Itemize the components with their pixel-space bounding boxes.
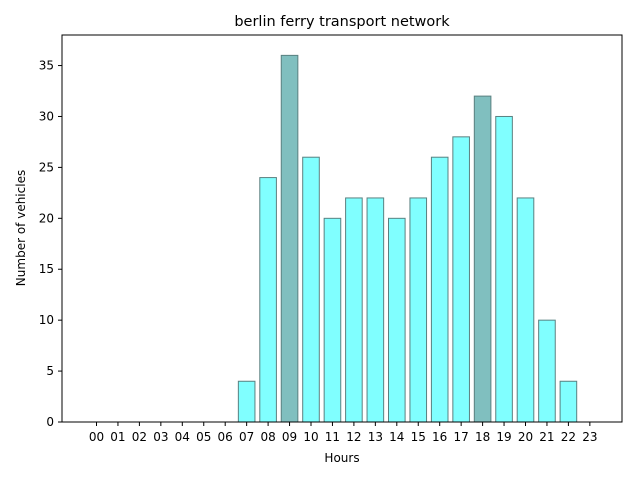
bar-17 bbox=[452, 136, 470, 423]
bar-15 bbox=[409, 197, 428, 423]
bar-09 bbox=[280, 54, 299, 423]
bar-16 bbox=[430, 156, 449, 423]
bar-12 bbox=[345, 197, 363, 423]
bar-20 bbox=[516, 197, 535, 423]
x-tick-label-16: 16 bbox=[432, 430, 447, 444]
x-tick-label-14: 14 bbox=[389, 430, 404, 444]
x-tick-label-10: 10 bbox=[303, 430, 318, 444]
bar-10 bbox=[302, 156, 320, 423]
x-tick-label-19: 19 bbox=[496, 430, 511, 444]
bars-group bbox=[237, 54, 578, 423]
bar-11 bbox=[323, 217, 342, 423]
x-tick-label-05: 05 bbox=[196, 430, 211, 444]
x-tick-label-09: 09 bbox=[282, 430, 297, 444]
x-tick-label-15: 15 bbox=[411, 430, 426, 444]
y-tick-label-10: 10 bbox=[39, 313, 54, 327]
bar-18 bbox=[473, 95, 492, 423]
x-tick-label-03: 03 bbox=[153, 430, 168, 444]
y-tick-label-5: 5 bbox=[46, 364, 54, 378]
bar-14 bbox=[388, 217, 406, 423]
x-tick-label-22: 22 bbox=[561, 430, 576, 444]
plot-frame bbox=[61, 34, 623, 423]
x-tick-label-13: 13 bbox=[368, 430, 383, 444]
y-tick-label-15: 15 bbox=[39, 262, 54, 276]
x-tick-label-11: 11 bbox=[325, 430, 340, 444]
bar-19 bbox=[495, 115, 513, 423]
chart-title: berlin ferry transport network bbox=[234, 14, 450, 30]
x-tick-label-06: 06 bbox=[218, 430, 233, 444]
bar-13 bbox=[366, 197, 385, 423]
x-tick-label-01: 01 bbox=[110, 430, 125, 444]
y-tick-label-20: 20 bbox=[39, 211, 54, 225]
y-tick-label-25: 25 bbox=[39, 160, 54, 174]
x-tick-label-02: 02 bbox=[132, 430, 147, 444]
y-tick-label-30: 30 bbox=[39, 109, 54, 123]
bar-22 bbox=[559, 380, 578, 423]
x-axis: 00 01 02 03 04 05 06 07 08 09 10 11 12 13 14 15 16 17 18 19… bbox=[89, 422, 597, 444]
x-tick-label-12: 12 bbox=[346, 430, 361, 444]
bar-21 bbox=[538, 319, 556, 423]
x-tick-label-20: 20 bbox=[518, 430, 533, 444]
x-tick-label-21: 21 bbox=[539, 430, 554, 444]
x-tick-label-04: 04 bbox=[175, 430, 190, 444]
x-tick-label-00: 00 bbox=[89, 430, 104, 444]
x-axis-label: Hours bbox=[324, 451, 359, 465]
y-axis: 0 5 10 15 20 25 30 35 bbox=[39, 59, 62, 429]
bar-08 bbox=[259, 177, 277, 423]
x-tick-label-08: 08 bbox=[260, 430, 275, 444]
x-tick-label-17: 17 bbox=[454, 430, 469, 444]
x-tick-label-23: 23 bbox=[582, 430, 597, 444]
y-axis-label: Number of vehicles bbox=[14, 170, 28, 286]
bar-07 bbox=[237, 380, 256, 423]
y-tick-label-35: 35 bbox=[39, 59, 54, 73]
x-tick-label-18: 18 bbox=[475, 430, 490, 444]
y-tick-label-0: 0 bbox=[46, 415, 54, 429]
x-tick-label-07: 07 bbox=[239, 430, 254, 444]
